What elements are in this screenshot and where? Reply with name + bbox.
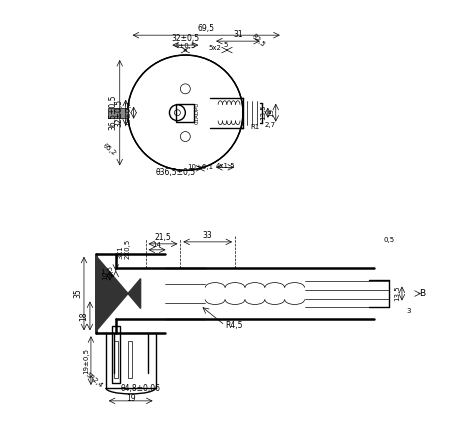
- Bar: [128, 341, 132, 378]
- Text: 13,5: 13,5: [260, 105, 266, 121]
- Text: 19±0,2: 19±0,2: [126, 100, 132, 126]
- Text: 01ADPU: 01ADPU: [195, 102, 200, 124]
- Text: 10±0,1: 10±0,1: [187, 164, 213, 170]
- Text: 4x1,5: 4x1,5: [215, 164, 235, 169]
- Text: 5: 5: [223, 42, 228, 48]
- Text: 35: 35: [73, 289, 82, 298]
- Text: B: B: [419, 289, 425, 298]
- Text: 2,7: 2,7: [264, 122, 275, 128]
- Text: 19±0,5: 19±0,5: [83, 347, 89, 373]
- Bar: [177, 104, 194, 122]
- Text: 10: 10: [102, 271, 108, 280]
- Text: R2,5: R2,5: [250, 33, 265, 48]
- Text: 5x2: 5x2: [208, 45, 222, 51]
- Text: 2,5: 2,5: [108, 265, 114, 276]
- Text: θ4,8±0,06: θ4,8±0,06: [120, 384, 160, 393]
- Text: θ5,2: θ5,2: [102, 142, 118, 156]
- Text: 31: 31: [233, 30, 243, 39]
- Text: 14: 14: [153, 242, 161, 248]
- Text: 19: 19: [268, 108, 274, 117]
- Text: 19: 19: [126, 394, 136, 403]
- Polygon shape: [96, 256, 140, 332]
- Text: θ36,5±0,5: θ36,5±0,5: [155, 168, 196, 177]
- Text: 4±0,5: 4±0,5: [175, 43, 196, 49]
- Text: R4,5: R4,5: [225, 321, 243, 330]
- Text: 32±0,5: 32±0,5: [171, 34, 199, 43]
- Text: 21,5: 21,5: [155, 233, 171, 242]
- Text: R1: R1: [250, 124, 259, 130]
- Text: 18: 18: [79, 311, 88, 320]
- Bar: [112, 326, 120, 383]
- Text: 3X1: 3X1: [118, 245, 124, 259]
- Text: 32±0,5: 32±0,5: [115, 99, 124, 127]
- Text: 69,5: 69,5: [198, 24, 215, 33]
- Text: 36,5±0,5: 36,5±0,5: [109, 95, 118, 130]
- Text: 2X0,5: 2X0,5: [125, 239, 131, 259]
- Text: 13,5: 13,5: [394, 286, 400, 301]
- Text: 3: 3: [407, 309, 411, 314]
- Bar: [114, 341, 118, 378]
- Bar: [108, 108, 128, 118]
- Text: 0,5: 0,5: [384, 237, 395, 243]
- Text: 33: 33: [203, 231, 213, 240]
- Text: 1: 1: [100, 269, 105, 274]
- Text: SR2,4: SR2,4: [84, 371, 104, 389]
